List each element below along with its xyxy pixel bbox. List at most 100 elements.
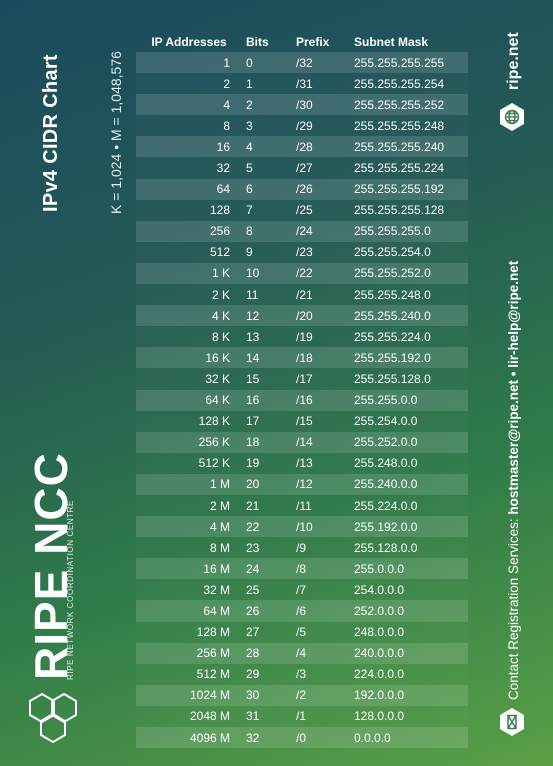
cell-prefix: /2 xyxy=(292,684,350,706)
cell-subnet-mask: 255.255.255.240 xyxy=(350,136,468,158)
cell-prefix: /25 xyxy=(296,203,313,218)
cell-ip-addresses: 1 K xyxy=(136,262,242,285)
mail-icon[interactable] xyxy=(497,707,527,737)
cell-prefix: /19 xyxy=(296,329,313,344)
cell-ip-addresses: 2 K xyxy=(211,287,230,302)
cell-subnet-mask: 255.255.255.252 xyxy=(350,94,468,116)
table-row: 512 9/23 255.255.254.0 xyxy=(136,242,468,263)
cell-ip-addresses: 16 K xyxy=(136,347,242,369)
table-row: 16 M 24/8 255.0.0.0 xyxy=(136,558,468,580)
table-row: 2048 M 31/1 128.0.0.0 xyxy=(136,706,468,727)
cell-ip-addresses: 1 M xyxy=(136,473,242,495)
cell-bits: 14 xyxy=(242,347,292,369)
cell-ip-addresses: 8 K xyxy=(211,329,230,344)
cell-bits: 3 xyxy=(246,118,253,133)
cell-subnet-mask: 255.240.0.0 xyxy=(350,473,468,495)
cell-ip-addresses: 512 K xyxy=(198,456,230,471)
cell-prefix: /21 xyxy=(296,287,313,302)
cell-bits: 7 xyxy=(246,203,253,218)
table-row: 4 K 12/20 255.255.240.0 xyxy=(136,305,468,327)
cell-subnet-mask: 252.0.0.0 xyxy=(350,600,468,622)
table-row: 1024 M 30/2 192.0.0.0 xyxy=(136,684,468,706)
cell-bits: 22 xyxy=(242,516,292,538)
cell-bits: 27 xyxy=(246,625,260,640)
table-row: 4 2/30 255.255.255.252 xyxy=(136,94,468,116)
table-row: 32 M 25/7 254.0.0.0 xyxy=(136,579,468,600)
cell-prefix: /32 xyxy=(292,52,350,74)
cell-subnet-mask: 255.254.0.0 xyxy=(354,414,418,429)
cell-subnet-mask: 255.255.255.224 xyxy=(354,161,445,176)
cell-bits: 6 xyxy=(242,178,292,200)
cell-subnet-mask: 255.255.224.0 xyxy=(354,329,431,344)
cell-ip-addresses: 16 M xyxy=(136,558,242,580)
cell-bits: 4 xyxy=(242,136,292,158)
cell-ip-addresses: 128 K xyxy=(198,414,230,429)
table-row: 8 3/29 255.255.255.248 xyxy=(136,115,468,136)
cell-subnet-mask: 255.255.255.0 xyxy=(350,220,468,242)
table-row: 128 K 17/15 255.254.0.0 xyxy=(136,411,468,432)
globe-icon[interactable] xyxy=(497,102,527,132)
cell-bits: 24 xyxy=(242,558,292,580)
cell-bits: 13 xyxy=(246,329,260,344)
contact-emails[interactable]: hostmaster@ripe.net • lir-help@ripe.net xyxy=(506,260,521,515)
table-row: 256 M 28/4 240.0.0.0 xyxy=(136,642,468,664)
contact-prefix: Contact Registration Services: xyxy=(506,514,521,700)
cell-prefix: /22 xyxy=(292,262,350,285)
table-row: 16 4/28 255.255.255.240 xyxy=(136,136,468,158)
cell-prefix: /26 xyxy=(292,178,350,200)
table-row: 1 K 10/22 255.255.252.0 xyxy=(136,262,468,285)
cell-prefix: /10 xyxy=(292,516,350,538)
cell-prefix: /9 xyxy=(296,540,307,555)
cell-subnet-mask: 240.0.0.0 xyxy=(350,642,468,664)
cell-prefix: /12 xyxy=(292,473,350,495)
cell-bits: 19 xyxy=(246,456,260,471)
cell-prefix: /28 xyxy=(292,136,350,158)
cell-ip-addresses: 8 xyxy=(223,118,230,133)
cell-ip-addresses: 128 M xyxy=(196,625,230,640)
table-body: 1 0/32 255.255.255.255 2 1/31 255.255.255.254… xyxy=(136,52,468,749)
cell-bits: 18 xyxy=(242,431,292,453)
header-prefix: Prefix xyxy=(296,35,330,49)
cell-ip-addresses: 512 xyxy=(209,245,230,260)
cell-subnet-mask: 255.255.255.192 xyxy=(350,178,468,200)
cell-bits: 11 xyxy=(246,287,259,302)
cell-ip-addresses: 256 xyxy=(136,220,242,242)
cell-bits: 9 xyxy=(246,245,253,260)
table-row: 64 K 16/16 255.255.0.0 xyxy=(136,389,468,411)
cell-ip-addresses: 128 xyxy=(209,203,230,218)
cell-prefix: /6 xyxy=(292,600,350,622)
cell-prefix: /20 xyxy=(292,305,350,327)
table-row: 8 M 23/9 255.128.0.0 xyxy=(136,537,468,558)
cell-ip-addresses: 2 M xyxy=(209,498,230,513)
cell-ip-addresses: 4 xyxy=(136,94,242,116)
contact-line: Contact Registration Services: hostmaste… xyxy=(506,261,521,700)
cell-subnet-mask: 192.0.0.0 xyxy=(350,684,468,706)
cell-ip-addresses: 256 K xyxy=(136,431,242,453)
unit-legend: K = 1,024 • M = 1,048,576 xyxy=(108,51,124,214)
table-row: 32 K 15/17 255.255.128.0 xyxy=(136,368,468,389)
website-link[interactable]: ripe.net xyxy=(505,32,522,90)
cell-subnet-mask: 255.255.240.0 xyxy=(350,305,468,327)
cell-bits: 0 xyxy=(242,52,292,74)
table-row: 32 5/27 255.255.255.224 xyxy=(136,157,468,178)
table-row: 2 M 21/11 255.224.0.0 xyxy=(136,495,468,516)
cell-subnet-mask: 255.255.192.0 xyxy=(350,347,468,369)
table-row: 16 K 14/18 255.255.192.0 xyxy=(136,347,468,369)
cell-bits: 16 xyxy=(242,389,292,411)
cell-subnet-mask: 255.224.0.0 xyxy=(354,498,418,513)
table-row: 1 M 20/12 255.240.0.0 xyxy=(136,473,468,495)
cell-subnet-mask: 255.255.255.128 xyxy=(354,203,445,218)
cell-prefix: /8 xyxy=(292,558,350,580)
cell-prefix: /24 xyxy=(292,220,350,242)
cell-prefix: /23 xyxy=(296,245,313,260)
header-bits: Bits xyxy=(246,35,269,49)
cell-bits: 5 xyxy=(246,161,253,176)
cell-ip-addresses: 512 M xyxy=(196,667,230,682)
cell-bits: 30 xyxy=(242,684,292,706)
cell-subnet-mask: 224.0.0.0 xyxy=(354,667,405,682)
cell-subnet-mask: 255.0.0.0 xyxy=(350,558,468,580)
table-row: 1 0/32 255.255.255.255 xyxy=(136,52,468,74)
cell-bits: 29 xyxy=(246,667,260,682)
cell-prefix: /11 xyxy=(296,498,312,513)
header-ip-addresses: IP Addresses xyxy=(151,35,227,49)
